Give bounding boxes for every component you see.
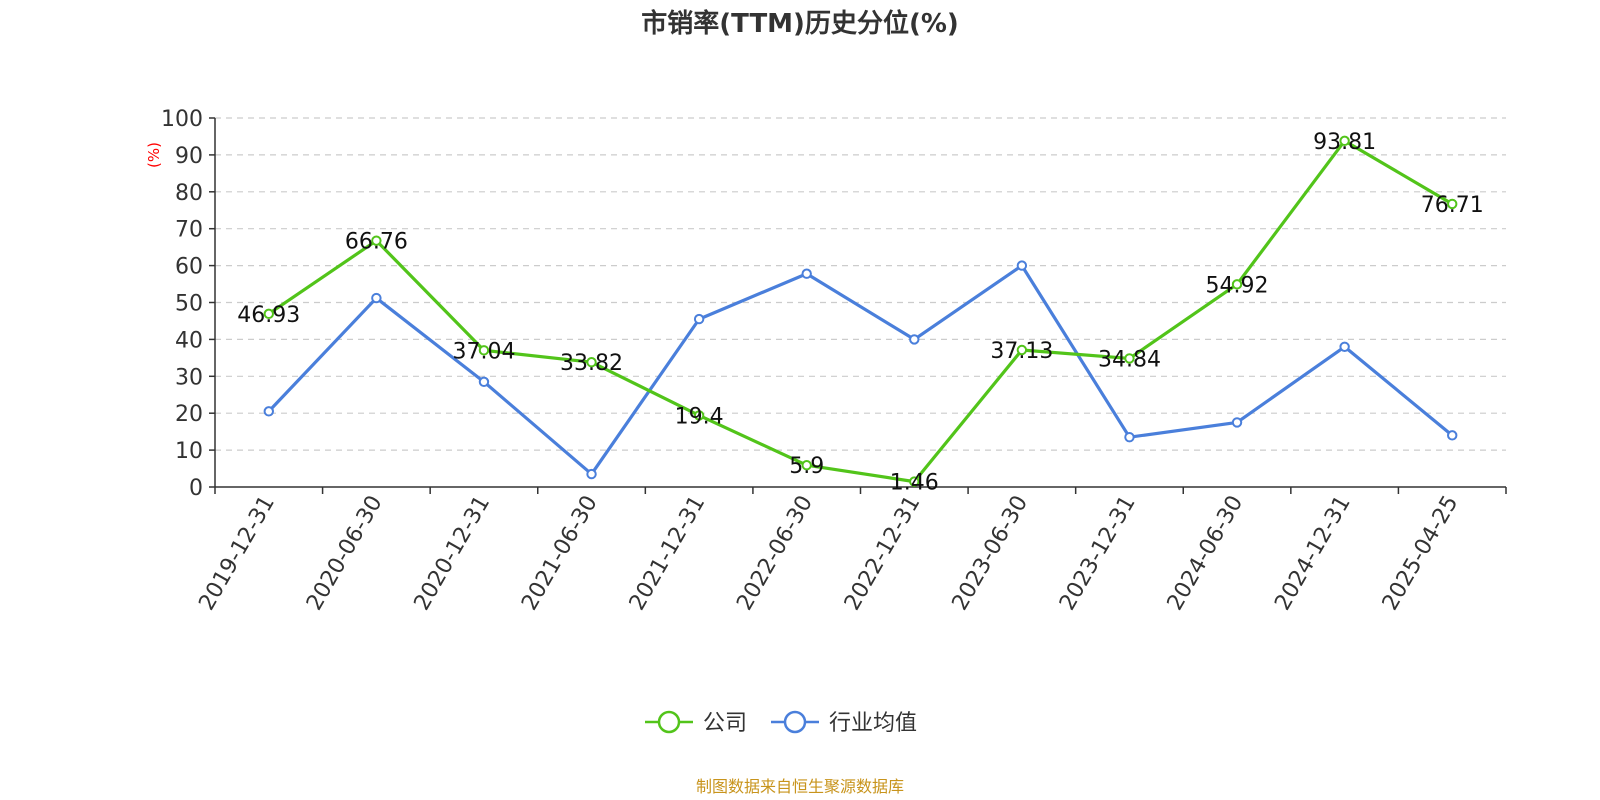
x-tick-label: 2024-12-31 xyxy=(1270,492,1356,615)
data-labels: 46.93 66.76 37.04 33.82 19.4 5.9 1.46 37.13 34.8… xyxy=(237,130,1483,496)
series-0-point xyxy=(1231,279,1243,290)
series-1-point xyxy=(693,313,705,325)
series-lines xyxy=(263,135,1458,487)
data-label: 76.71 xyxy=(1421,193,1484,218)
legend: 公司 行业均值 xyxy=(645,710,917,736)
series-1-point xyxy=(801,268,812,279)
chart-title: 市销率(TTM)历史分位(%) xyxy=(641,8,959,39)
x-tick-labels: 2019-12-31 2020-06-30 2020-12-31 2021-06-30… xyxy=(194,492,1463,615)
gridlines xyxy=(215,117,1506,451)
axes xyxy=(209,117,1507,494)
y-tick-label: 50 xyxy=(175,292,203,317)
y-tick-label: 10 xyxy=(175,439,203,464)
series-1-point xyxy=(371,292,382,304)
series-line-0 xyxy=(267,139,1454,484)
data-label: 37.04 xyxy=(452,339,515,364)
series-0-point xyxy=(478,345,490,356)
y-tick-label: 100 xyxy=(161,107,203,132)
series-1-point xyxy=(478,376,490,388)
data-label: 46.93 xyxy=(237,303,300,328)
y-tick-label: 90 xyxy=(175,144,203,169)
y-tick-label: 20 xyxy=(175,402,203,427)
x-tick-label: 2022-06-30 xyxy=(732,492,818,615)
series-0-point xyxy=(1016,344,1028,356)
data-label: 54.92 xyxy=(1206,273,1269,298)
series-0-point xyxy=(371,235,382,246)
series-1-point xyxy=(263,406,274,417)
series-1-point xyxy=(1124,431,1135,443)
data-label: 93.81 xyxy=(1313,130,1376,155)
series-1-point xyxy=(586,468,597,480)
y-tick-label: 70 xyxy=(175,218,203,243)
x-tick-label: 2019-12-31 xyxy=(194,492,280,615)
data-label: 19.4 xyxy=(675,404,724,429)
legend-swatch-marker xyxy=(657,710,681,734)
y-tick-label: 30 xyxy=(175,365,203,390)
legend-swatch-marker xyxy=(783,710,807,734)
data-label: 33.82 xyxy=(560,351,623,376)
series-1-point xyxy=(1016,260,1028,271)
series-0-point xyxy=(693,410,705,421)
y-tick-label: 40 xyxy=(175,328,203,353)
series-1-point xyxy=(909,334,920,345)
x-tick-label: 2021-12-31 xyxy=(625,492,711,615)
series-0-point xyxy=(586,357,597,368)
series-0-point xyxy=(1124,353,1135,364)
series-1-point xyxy=(1447,430,1458,441)
series-0-point xyxy=(909,476,920,487)
data-label: 34.84 xyxy=(1098,347,1161,372)
x-tick-label: 2020-06-30 xyxy=(302,492,388,615)
x-tick-label: 2025-04-25 xyxy=(1378,492,1464,615)
x-tick-label: 2021-06-30 xyxy=(517,492,603,615)
y-axis-unit-label: (%) xyxy=(145,142,163,168)
data-source-note: 制图数据来自恒生聚源数据库 xyxy=(696,777,904,796)
x-tick-label: 2020-12-31 xyxy=(410,492,496,615)
series-0-point xyxy=(1339,135,1350,147)
y-tick-labels: 0 10 20 30 40 50 60 70 80 90 100 xyxy=(161,107,203,501)
series-0-point xyxy=(1447,198,1458,210)
y-tick-label: 80 xyxy=(175,181,203,206)
data-label: 37.13 xyxy=(990,339,1053,364)
legend-label: 公司 xyxy=(703,711,747,736)
series-0-point xyxy=(801,460,812,471)
data-label: 5.9 xyxy=(789,454,824,479)
series-1-point xyxy=(1339,341,1350,352)
data-label: 1.46 xyxy=(890,471,939,496)
x-tick-label: 2023-06-30 xyxy=(947,492,1033,615)
series-line-1 xyxy=(267,264,1454,476)
y-tick-label: 60 xyxy=(175,255,203,280)
series-1-point xyxy=(1231,417,1243,428)
legend-label: 行业均值 xyxy=(829,711,917,736)
y-tick-label: 0 xyxy=(189,476,203,501)
series-0-point xyxy=(263,308,274,320)
x-tick-label: 2023-12-31 xyxy=(1055,492,1141,615)
x-tick-label: 2022-12-31 xyxy=(840,492,926,615)
data-label: 66.76 xyxy=(345,230,408,255)
x-tick-label: 2024-06-30 xyxy=(1163,492,1249,615)
